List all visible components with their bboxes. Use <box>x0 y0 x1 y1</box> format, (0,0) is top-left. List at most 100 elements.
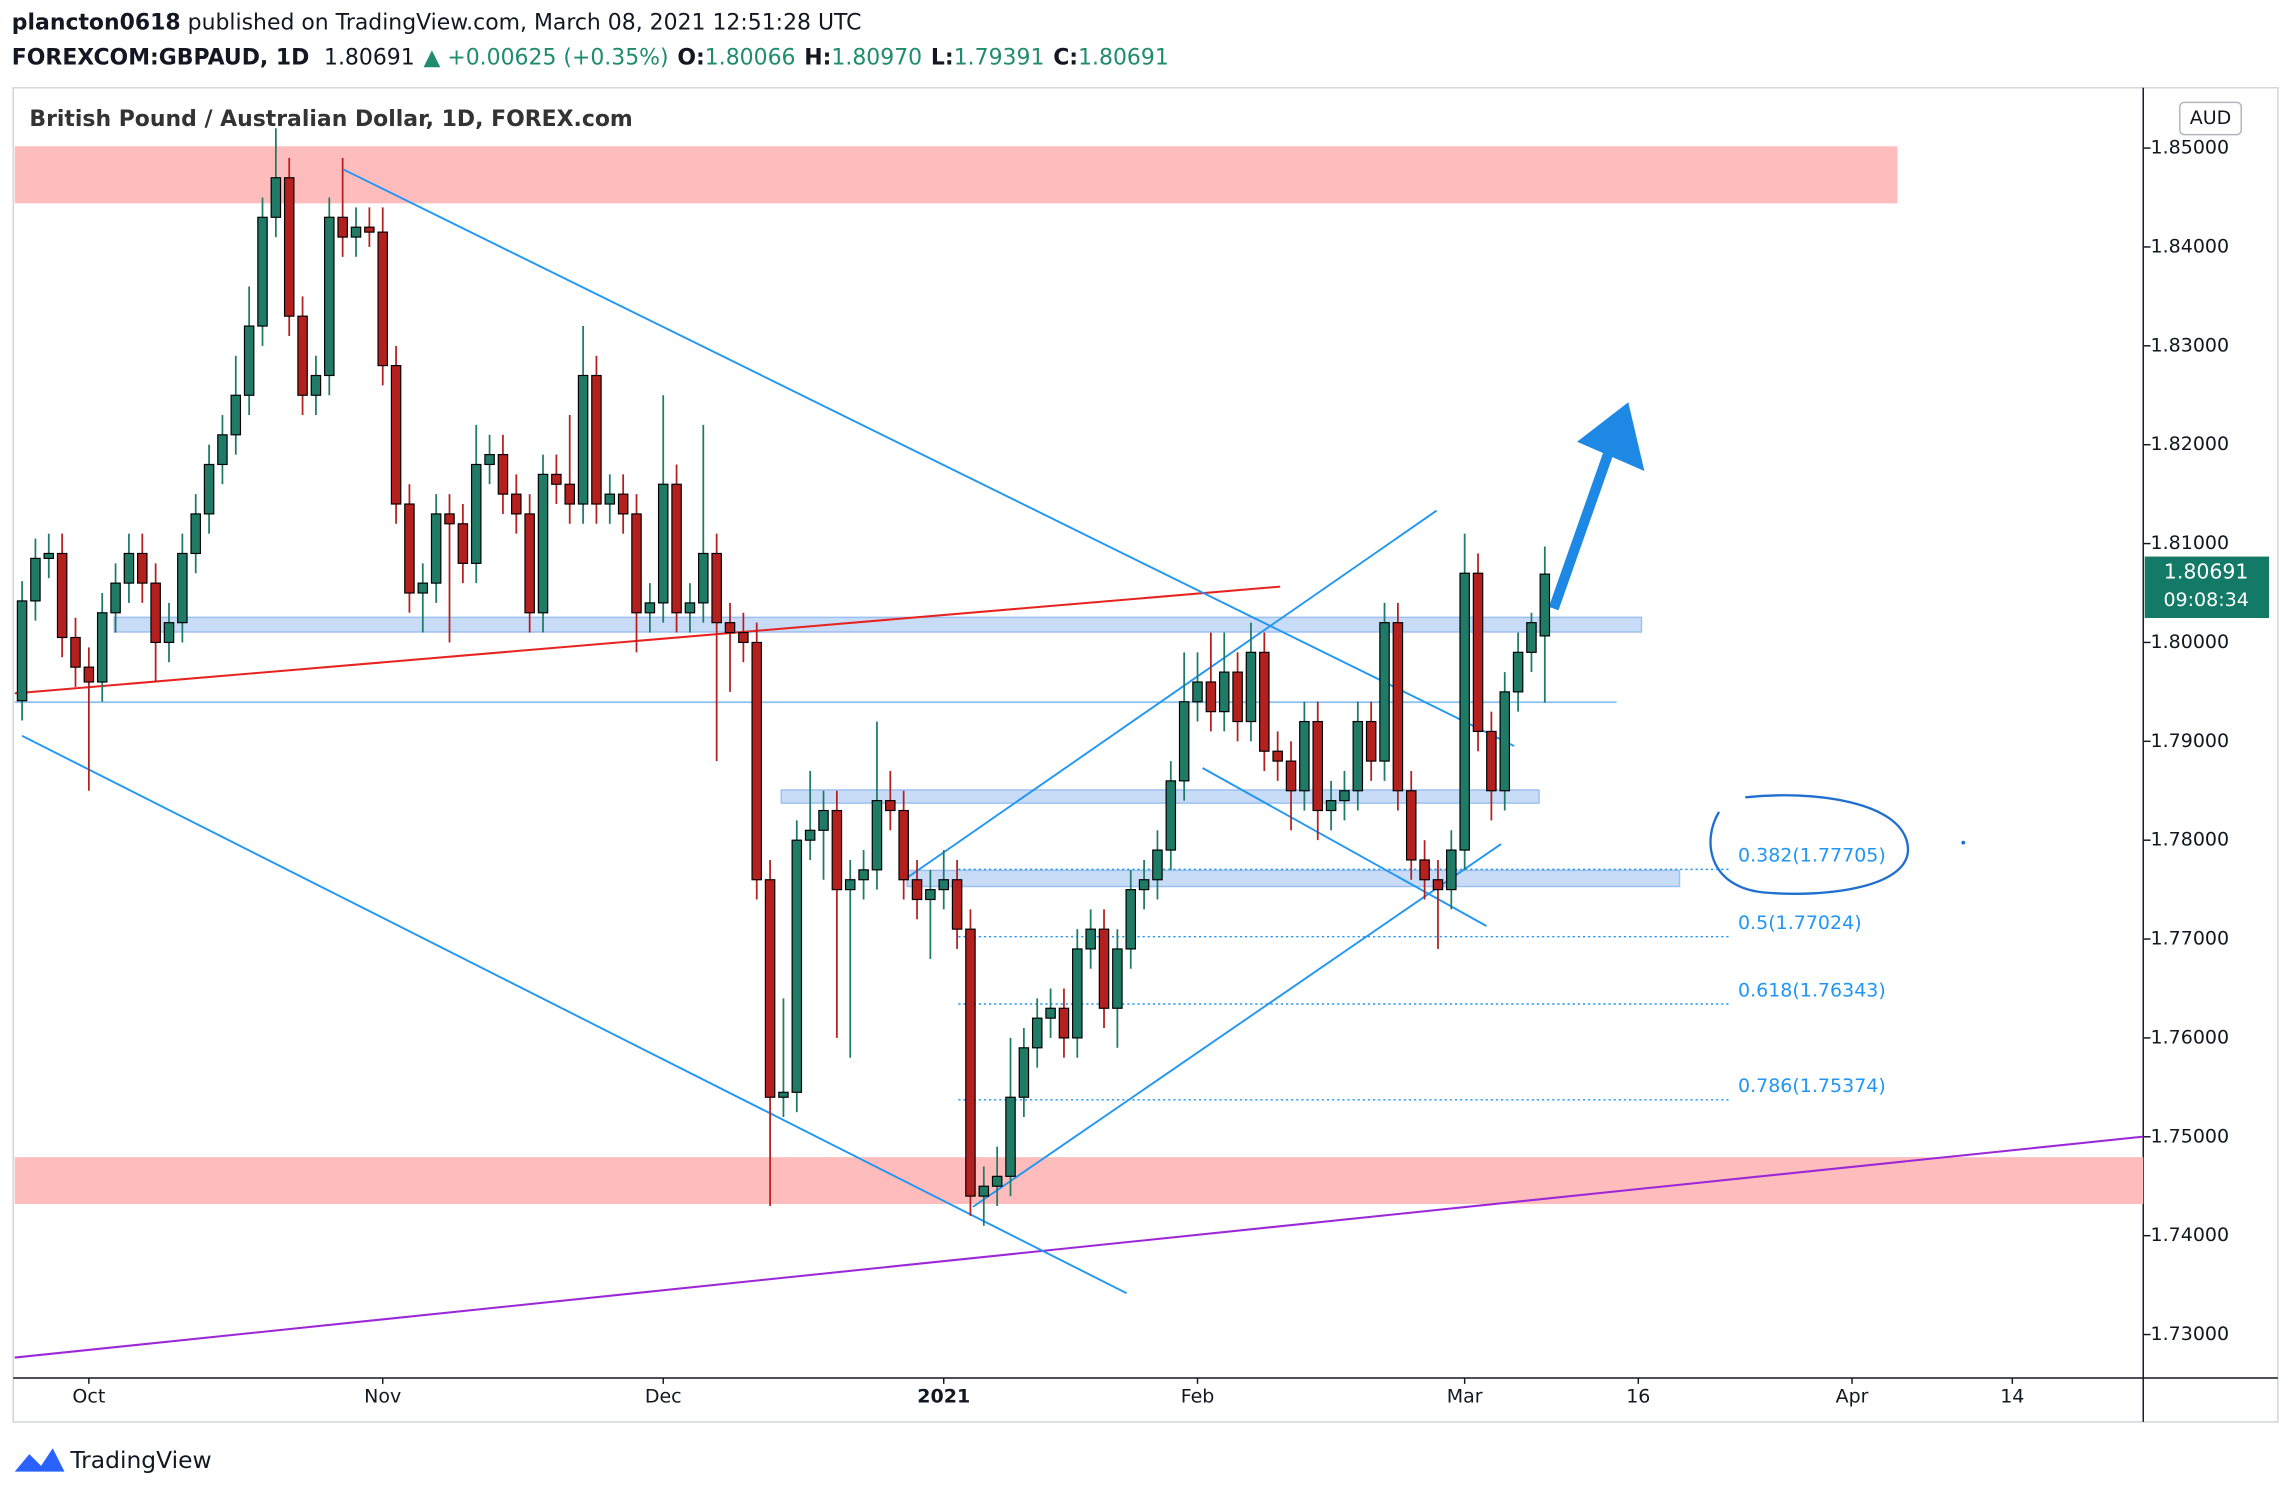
candle-body <box>110 582 121 614</box>
logo-icon <box>14 1448 65 1472</box>
candle-body <box>123 552 135 584</box>
fib-levels: 0.382(1.77705) 0.5(1.77024) 0.618(1.76343)… <box>958 845 1886 1101</box>
candle-body <box>150 582 161 644</box>
candle-body <box>858 869 869 881</box>
candle-body <box>978 1185 990 1197</box>
x-tick-label: 2021 <box>917 1386 970 1408</box>
publish-line: plancton0618 published on TradingView.co… <box>12 10 862 35</box>
candle-body <box>217 434 228 466</box>
candle-body <box>1405 790 1417 861</box>
logo-text: TradingView <box>69 1446 211 1474</box>
candle-body <box>1058 1007 1070 1039</box>
last-price: 1.80691 <box>2164 560 2249 584</box>
x-tick-label: Mar <box>1447 1386 1483 1408</box>
candle-body <box>1339 790 1350 802</box>
fib-label: 0.382(1.77705) <box>1738 845 1886 867</box>
candle-body <box>1285 760 1297 792</box>
logo: TradingView <box>14 1446 212 1474</box>
candle-body <box>831 809 843 891</box>
candle-body <box>1018 1047 1030 1098</box>
candle-body <box>524 513 535 614</box>
candle-body <box>83 666 95 683</box>
candle-body <box>1379 622 1390 762</box>
ohlc-value: 1.79391 <box>954 46 1045 71</box>
candle-body <box>1459 572 1470 851</box>
channel-line <box>906 509 1438 879</box>
candle-body <box>591 374 602 505</box>
candle-body <box>137 552 148 584</box>
candle-body <box>724 622 736 634</box>
y-tick-label: 1.81000 <box>2151 532 2230 554</box>
candle-body <box>297 315 308 396</box>
y-tick-label: 1.76000 <box>2151 1026 2230 1048</box>
candle-body <box>16 600 28 702</box>
candle-body <box>925 889 936 901</box>
candle-body <box>711 552 722 624</box>
candle-body <box>56 552 68 639</box>
arrow-head <box>1577 402 1645 472</box>
candle-body <box>1178 701 1190 782</box>
candle-body <box>1446 849 1457 891</box>
candle-body <box>283 177 295 317</box>
candle-body <box>738 631 749 644</box>
candle-body <box>911 879 923 901</box>
candle-body <box>551 473 562 485</box>
resistance-zone <box>14 146 1898 204</box>
candle-body <box>1539 573 1551 637</box>
candle-body <box>1245 651 1257 723</box>
candle-body <box>1272 750 1283 762</box>
y-tick-label: 1.83000 <box>2151 334 2230 356</box>
candle-body <box>564 483 575 505</box>
candle-body <box>991 1175 1003 1187</box>
dot <box>1961 840 1966 845</box>
symbol: FOREXCOM:GBPAUD, 1D <box>12 46 310 71</box>
candle-body <box>1299 720 1310 792</box>
candle-body <box>617 493 629 515</box>
candle-body <box>1205 681 1217 713</box>
candle-body <box>1192 681 1203 703</box>
candle-body <box>1325 800 1337 812</box>
trend-line <box>14 585 1281 695</box>
candle-body <box>1365 720 1377 762</box>
candle-body <box>938 879 949 891</box>
candle-body <box>1005 1096 1016 1177</box>
candle-body <box>390 365 402 505</box>
candle-body <box>537 473 549 614</box>
y-tick-label: 1.82000 <box>2151 433 2230 455</box>
candle-body <box>604 493 616 505</box>
candle-body <box>1045 1007 1056 1019</box>
candle-body <box>177 552 188 624</box>
y-tick-label: 1.75000 <box>2151 1125 2230 1147</box>
candle-body <box>511 493 522 515</box>
candle-body <box>497 454 509 495</box>
candle-body <box>1138 879 1150 891</box>
circle-annotation <box>1709 794 1909 895</box>
chart-title: British Pound / Australian Dollar, 1D, F… <box>29 107 632 132</box>
candle-body <box>1512 651 1524 693</box>
candle-body <box>671 483 682 614</box>
ohlc-label: L: <box>931 46 954 71</box>
candle-body <box>804 829 816 841</box>
ohlc-label: O: <box>677 46 704 71</box>
zone <box>906 869 1681 888</box>
x-tick-label: Apr <box>1836 1386 1869 1408</box>
change: ▲ +0.00625 (+0.35%) <box>423 46 668 71</box>
candle-body <box>310 374 322 396</box>
candle-body <box>1112 948 1123 1009</box>
candle-body <box>965 928 976 1197</box>
last-price-box <box>2144 556 2270 619</box>
candle-body <box>404 503 415 594</box>
candle-body <box>818 809 829 831</box>
y-tick-label: 1.85000 <box>2151 137 2230 159</box>
candle-body <box>657 483 669 604</box>
candle-body <box>163 622 175 644</box>
candle-body <box>484 454 495 466</box>
candle-body <box>1085 928 1096 950</box>
candle-body <box>1031 1017 1043 1049</box>
candle-body <box>43 552 55 559</box>
candle-body <box>751 641 762 881</box>
support-zone <box>14 1157 2144 1204</box>
y-tick-label: 1.84000 <box>2151 235 2230 257</box>
